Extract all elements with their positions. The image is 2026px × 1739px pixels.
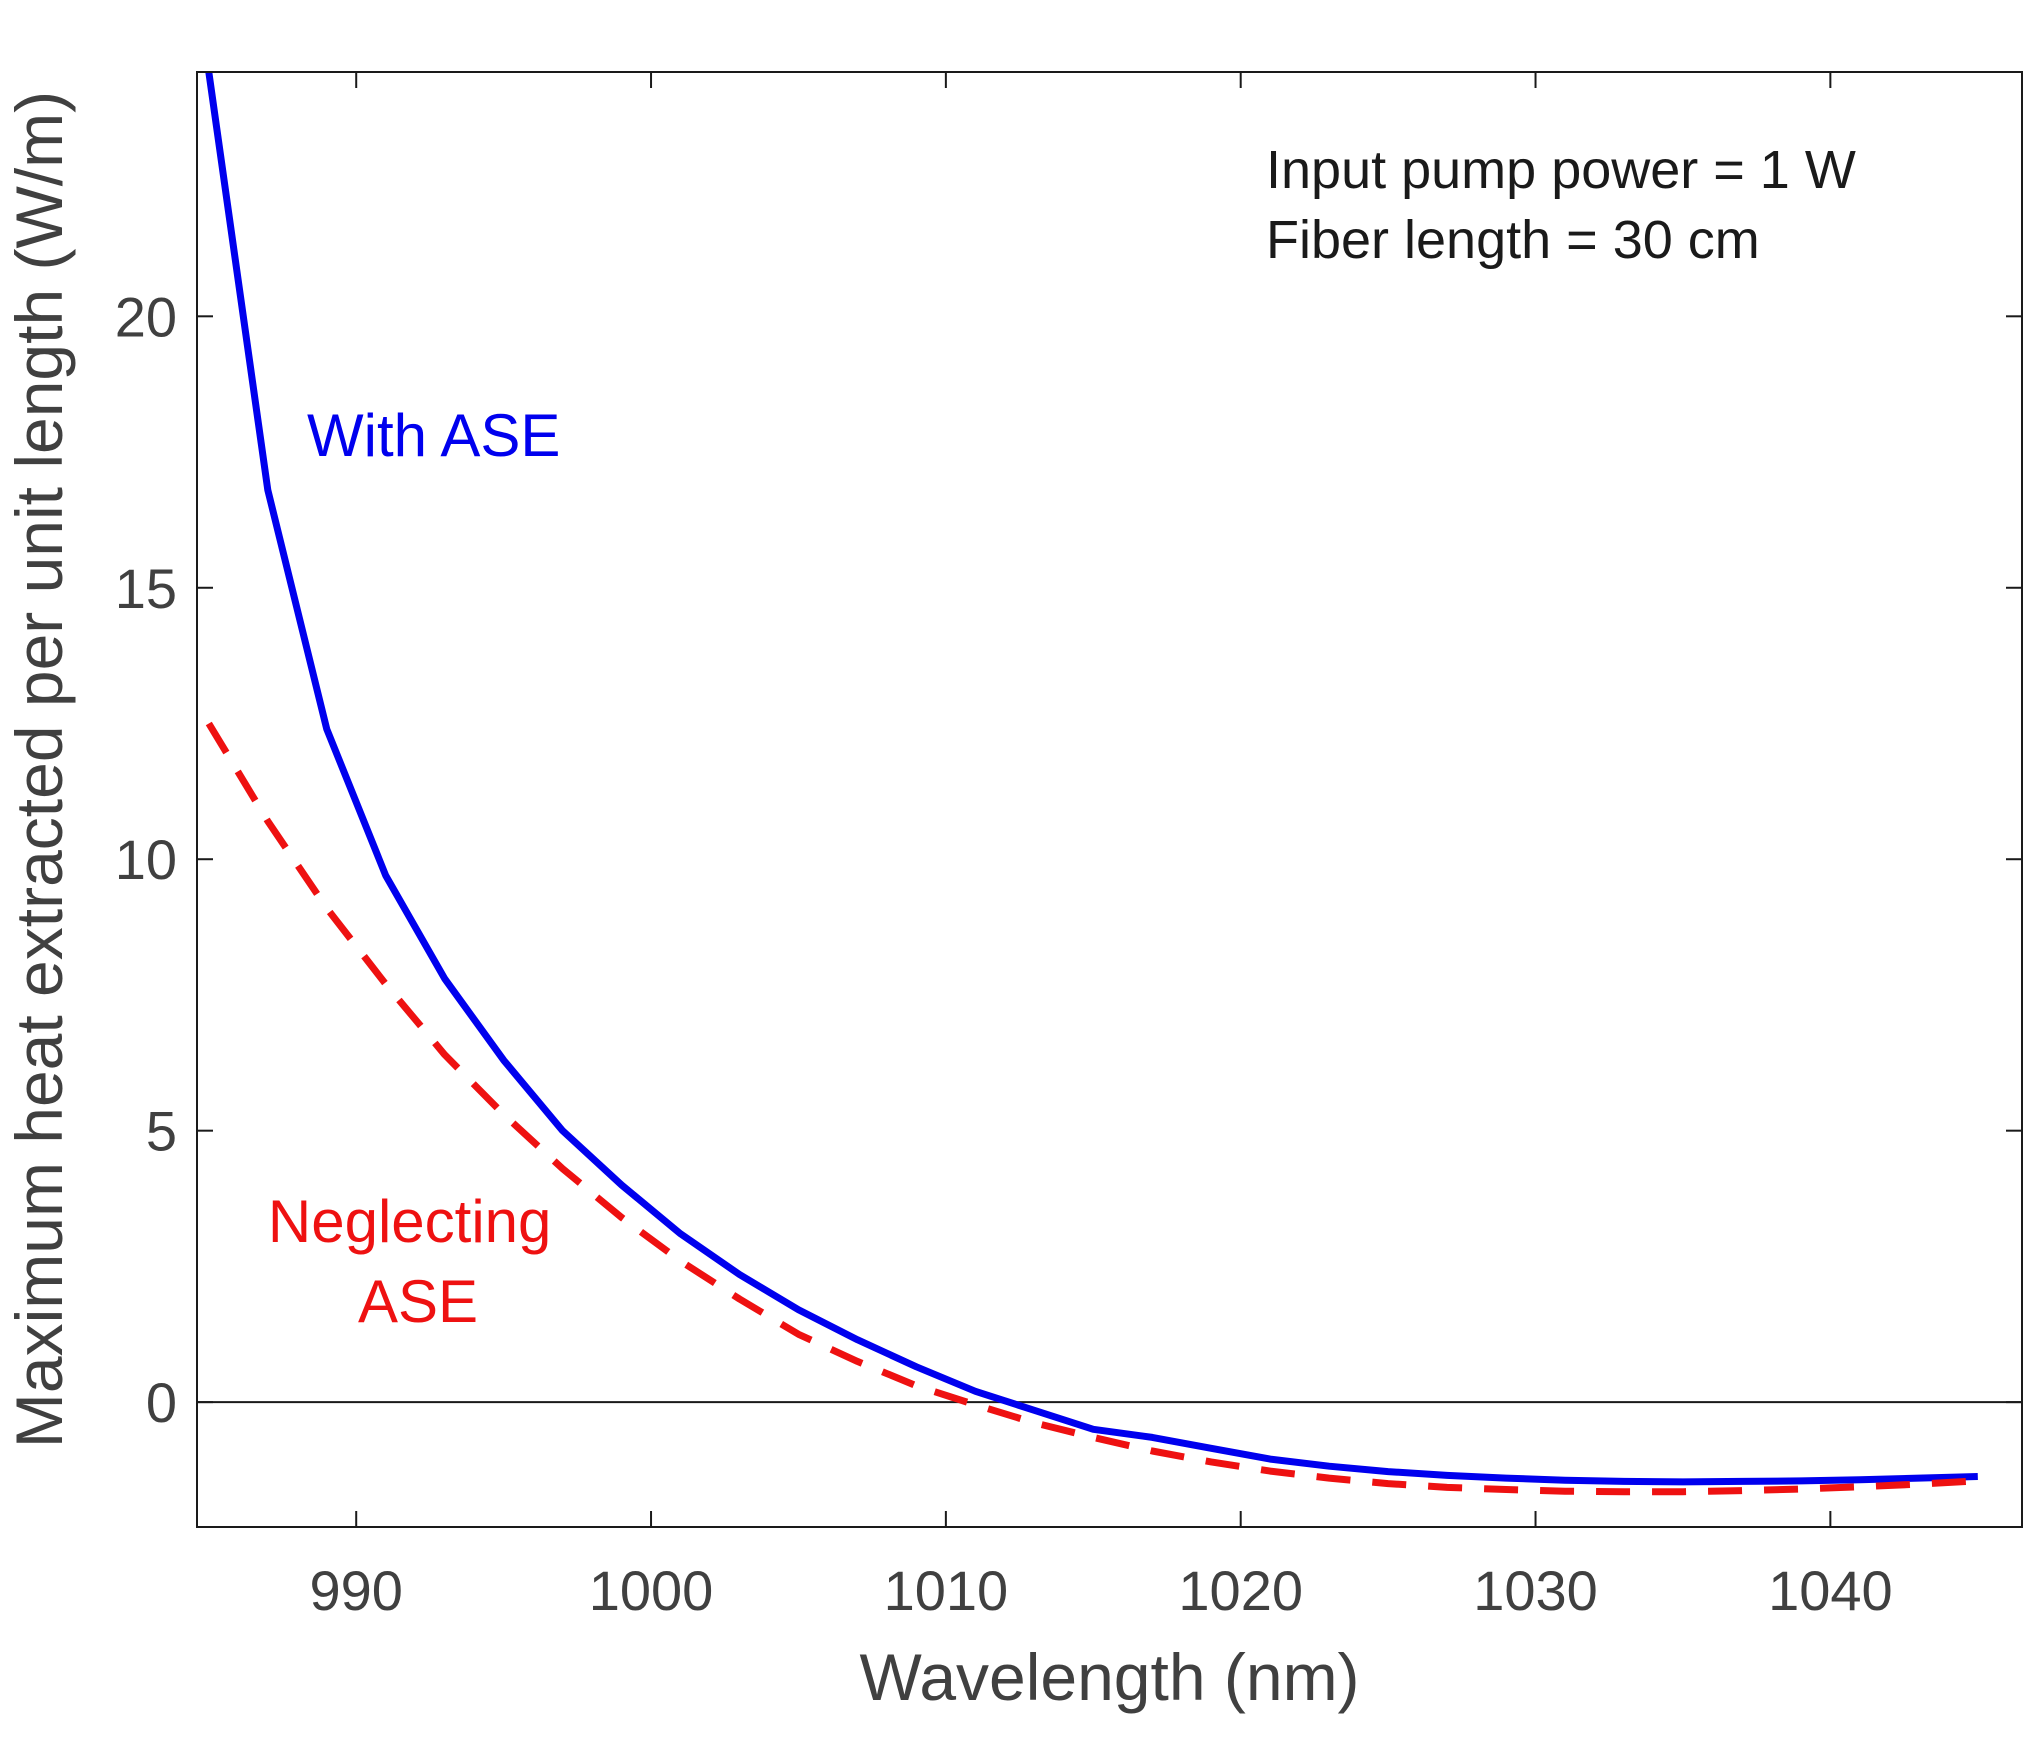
x-tick-label: 1020 xyxy=(1178,1559,1303,1622)
annotation-fiber-length: Fiber length = 30 cm xyxy=(1266,210,1760,270)
series-line-neglecting-ase xyxy=(205,721,1978,1496)
y-tick-label: 5 xyxy=(146,1100,177,1163)
x-tick-label: 1010 xyxy=(884,1559,1009,1622)
series-line-with-ase xyxy=(205,71,1978,1486)
y-tick-label: 15 xyxy=(115,557,177,620)
y-tick-label: 10 xyxy=(115,828,177,891)
x-tick-label: 1000 xyxy=(589,1559,714,1622)
x-axis-label: Wavelength (nm) xyxy=(859,1640,1359,1714)
series-label-neglecting-line-1: Neglecting xyxy=(268,1188,552,1255)
plot-frame xyxy=(196,71,2023,1528)
y-axis-label: Maximum heat extracted per unit length (… xyxy=(2,91,76,1448)
series-label-neglecting-line-2: ASE xyxy=(358,1268,478,1335)
x-tick-label: 990 xyxy=(309,1559,402,1622)
series-label-with-ase: With ASE xyxy=(307,402,560,469)
y-tick-label: 0 xyxy=(146,1371,177,1434)
series-label-neglecting-ase: Neglecting ASE xyxy=(268,1188,568,1335)
x-tick-label: 1040 xyxy=(1768,1559,1893,1622)
annotation-pump-power: Input pump power = 1 W xyxy=(1266,140,1856,200)
x-tick-label: 1030 xyxy=(1473,1559,1598,1622)
y-tick-label: 20 xyxy=(115,285,177,348)
